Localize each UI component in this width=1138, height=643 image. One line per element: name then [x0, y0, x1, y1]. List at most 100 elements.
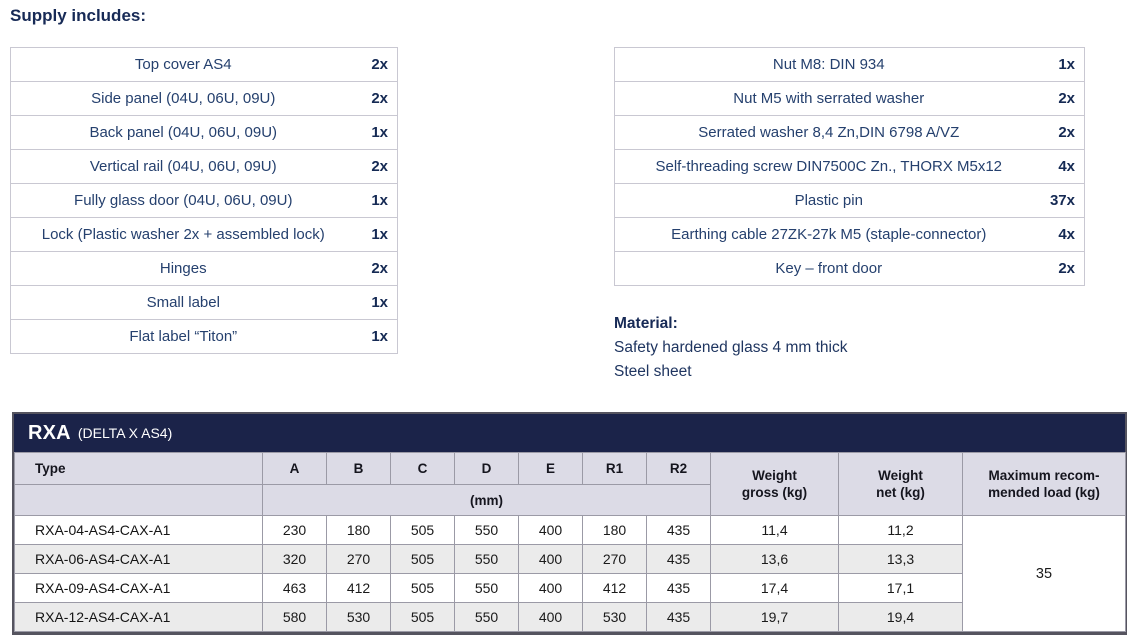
- spec-row: RXA-06-AS4-CAX-A1 320 270 505 550 400 27…: [14, 544, 1126, 574]
- supply-item-label: Back panel (04U, 06U, 09U): [10, 115, 356, 150]
- spec-cell-weight-gross: 19,7: [710, 602, 839, 632]
- spec-header-row: Type A B C D E R1 R2 Weight gross (kg) W…: [14, 452, 1126, 516]
- supply-row: Back panel (04U, 06U, 09U) 1x: [10, 115, 398, 150]
- spec-cell-c: 505: [390, 602, 455, 632]
- spec-cell-e: 400: [518, 544, 583, 574]
- spec-cell-d: 550: [454, 544, 519, 574]
- spec-cell-type: RXA-12-AS4-CAX-A1: [14, 602, 263, 632]
- spec-cell-d: 550: [454, 573, 519, 603]
- supply-row: Flat label “Titon” 1x: [10, 319, 398, 354]
- spec-cell-weight-gross: 17,4: [710, 573, 839, 603]
- col-header-e: E: [518, 452, 583, 485]
- spec-cell-type: RXA-06-AS4-CAX-A1: [14, 544, 263, 574]
- spec-cell-a: 580: [262, 602, 327, 632]
- supply-item-label: Hinges: [10, 251, 356, 286]
- supply-row: Self-threading screw DIN7500C Zn., THORX…: [614, 149, 1085, 184]
- supply-row: Earthing cable 27ZK-27k M5 (staple-conne…: [614, 217, 1085, 252]
- col-header-max-load-line2: mended load (kg): [988, 485, 1100, 500]
- spec-row: RXA-09-AS4-CAX-A1 463 412 505 550 400 41…: [14, 573, 1126, 603]
- supply-item-qty: 1x: [355, 319, 398, 354]
- supply-table-left: Top cover AS4 2x Side panel (04U, 06U, 09…: [10, 47, 398, 354]
- col-header-type: Type: [14, 452, 263, 485]
- supply-item-qty: 1x: [355, 217, 398, 252]
- supply-item-label: Nut M8: DIN 934: [614, 47, 1043, 82]
- supply-item-qty: 2x: [355, 47, 398, 82]
- spec-cell-d: 550: [454, 515, 519, 545]
- col-header-b: B: [326, 452, 391, 485]
- spec-cell-r1: 412: [582, 573, 647, 603]
- supply-item-label: Flat label “Titon”: [10, 319, 356, 354]
- spec-table-subtitle: (DELTA X AS4): [77, 425, 173, 441]
- supply-item-qty: 2x: [1042, 81, 1085, 116]
- material-title: Material:: [614, 315, 678, 332]
- supply-item-label: Serrated washer 8,4 Zn,DIN 6798 A/VZ: [614, 115, 1043, 150]
- spec-cell-a: 230: [262, 515, 327, 545]
- col-header-weight-net-line2: net (kg): [876, 485, 925, 500]
- spec-cell-weight-net: 13,3: [838, 544, 963, 574]
- supply-item-label: Earthing cable 27ZK-27k M5 (staple-conne…: [614, 217, 1043, 252]
- spec-cell-c: 505: [390, 515, 455, 545]
- spec-cell-weight-gross: 13,6: [710, 544, 839, 574]
- spec-cell-d: 550: [454, 602, 519, 632]
- col-header-r2: R2: [646, 452, 711, 485]
- spec-cell-weight-net: 19,4: [838, 602, 963, 632]
- spec-cell-c: 505: [390, 573, 455, 603]
- supply-row: Fully glass door (04U, 06U, 09U) 1x: [10, 183, 398, 218]
- supply-row: Side panel (04U, 06U, 09U) 2x: [10, 81, 398, 116]
- spec-table-titlebar: RXA (DELTA X AS4): [14, 414, 1125, 452]
- spec-cell-b: 412: [326, 573, 391, 603]
- supply-item-label: Top cover AS4: [10, 47, 356, 82]
- spec-cell-type: RXA-04-AS4-CAX-A1: [14, 515, 263, 545]
- supply-item-qty: 2x: [355, 81, 398, 116]
- col-header-weight-gross-line1: Weight: [752, 468, 797, 483]
- col-header-weight-gross: Weight gross (kg): [710, 452, 839, 516]
- supply-item-qty: 37x: [1042, 183, 1085, 218]
- supply-item-label: Small label: [10, 285, 356, 320]
- col-header-weight-net-line1: Weight: [878, 468, 923, 483]
- spec-table-container: RXA (DELTA X AS4) Type A B C D E R1 R2 W…: [12, 412, 1127, 635]
- supply-item-label: Side panel (04U, 06U, 09U): [10, 81, 356, 116]
- spec-cell-max-load: 35: [962, 515, 1126, 632]
- col-header-a: A: [262, 452, 327, 485]
- spec-cell-r2: 435: [646, 544, 711, 574]
- supply-row: Small label 1x: [10, 285, 398, 320]
- spec-cell-e: 400: [518, 515, 583, 545]
- supply-row: Serrated washer 8,4 Zn,DIN 6798 A/VZ 2x: [614, 115, 1085, 150]
- supply-item-label: Self-threading screw DIN7500C Zn., THORX…: [614, 149, 1043, 184]
- supply-row: Nut M8: DIN 934 1x: [614, 47, 1085, 82]
- spec-cell-r1: 180: [582, 515, 647, 545]
- spec-cell-weight-net: 17,1: [838, 573, 963, 603]
- supply-item-label: Vertical rail (04U, 06U, 09U): [10, 149, 356, 184]
- col-header-c: C: [390, 452, 455, 485]
- supply-row: Vertical rail (04U, 06U, 09U) 2x: [10, 149, 398, 184]
- supply-item-label: Plastic pin: [614, 183, 1043, 218]
- col-header-r1: R1: [582, 452, 647, 485]
- supply-item-qty: 2x: [355, 149, 398, 184]
- spec-cell-e: 400: [518, 602, 583, 632]
- spec-cell-weight-gross: 11,4: [710, 515, 839, 545]
- spec-cell-r2: 435: [646, 515, 711, 545]
- spec-cell-b: 270: [326, 544, 391, 574]
- unit-row-empty-cell: [14, 484, 263, 516]
- spec-table-title: RXA: [28, 421, 71, 444]
- col-header-max-load: Maximum recom- mended load (kg): [962, 452, 1126, 516]
- supply-row: Nut M5 with serrated washer 2x: [614, 81, 1085, 116]
- spec-row: RXA-12-AS4-CAX-A1 580 530 505 550 400 53…: [14, 602, 1126, 632]
- spec-cell-c: 505: [390, 544, 455, 574]
- page-title: Supply includes:: [10, 6, 147, 25]
- supply-item-qty: 2x: [1042, 251, 1085, 286]
- spec-cell-b: 180: [326, 515, 391, 545]
- supply-item-qty: 1x: [1042, 47, 1085, 82]
- supply-item-label: Nut M5 with serrated washer: [614, 81, 1043, 116]
- supply-item-label: Key – front door: [614, 251, 1043, 286]
- spec-cell-r2: 435: [646, 573, 711, 603]
- spec-row: RXA-04-AS4-CAX-A1 230 180 505 550 400 18…: [14, 515, 1126, 632]
- supply-item-qty: 2x: [355, 251, 398, 286]
- col-header-max-load-line1: Maximum recom-: [988, 468, 1100, 483]
- supply-item-qty: 4x: [1042, 217, 1085, 252]
- spec-table: Type A B C D E R1 R2 Weight gross (kg) W…: [14, 452, 1126, 632]
- supply-item-qty: 2x: [1042, 115, 1085, 150]
- col-header-weight-gross-line2: gross (kg): [741, 485, 808, 500]
- material-line: Steel sheet: [614, 363, 692, 380]
- supply-row: Lock (Plastic washer 2x + assembled lock…: [10, 217, 398, 252]
